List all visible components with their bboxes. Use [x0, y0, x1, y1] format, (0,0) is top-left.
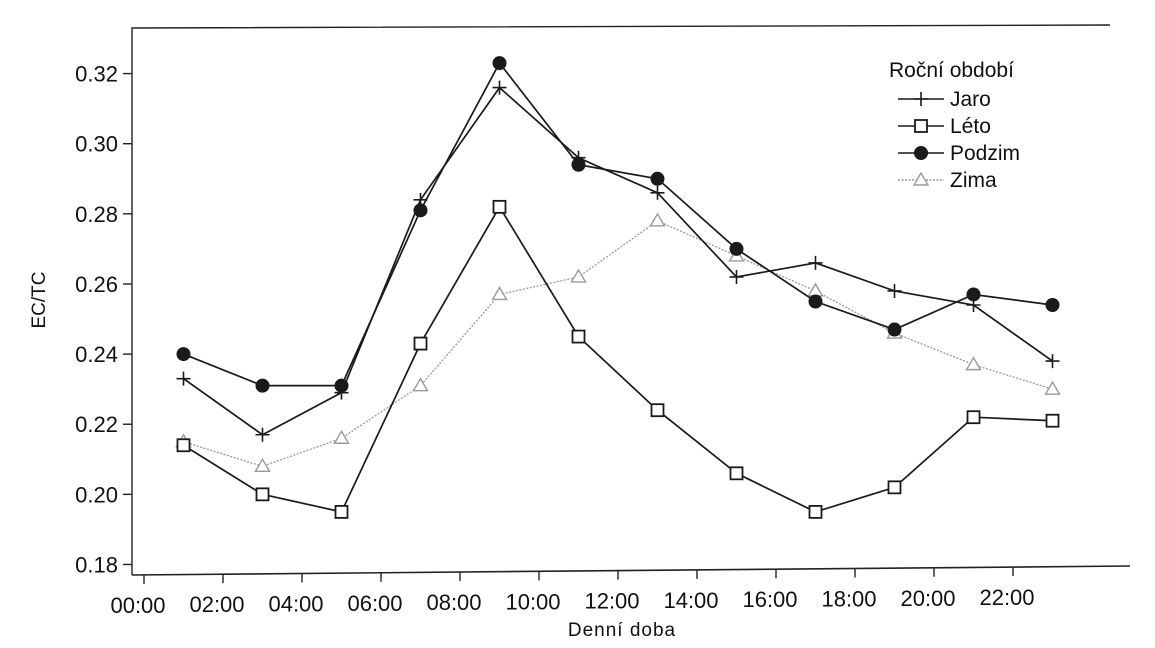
data-point-plus — [255, 427, 270, 442]
y-tick-label: 0.32 — [75, 62, 118, 87]
y-axis-title: EC/TC — [29, 272, 50, 329]
data-point-square — [176, 438, 191, 453]
legend: Roční období Jaro Léto Podzim Zima — [889, 59, 1020, 192]
legend-item-léto: Léto — [898, 115, 991, 138]
data-point-circle — [729, 241, 744, 256]
data-point-plus — [887, 283, 902, 298]
data-point-circle — [413, 203, 428, 218]
y-tick-label: 0.20 — [75, 482, 118, 507]
data-point-triangle — [333, 429, 350, 444]
data-point-triangle — [570, 268, 587, 283]
data-point-square — [255, 487, 270, 502]
data-point-plus — [914, 92, 928, 106]
data-point-square — [966, 410, 981, 425]
data-point-square — [808, 504, 823, 519]
legend-item-jaro: Jaro — [898, 88, 991, 111]
series-line — [183, 205, 1053, 513]
legend-item-zima: Zima — [898, 169, 997, 192]
y-tick-label: 0.30 — [75, 132, 118, 157]
y-tick-label: 0.22 — [75, 412, 118, 437]
x-tick-label: 00:00 — [110, 593, 165, 618]
data-point-triangle — [491, 286, 508, 301]
legend-label: Jaro — [950, 88, 991, 111]
legend-label: Zima — [950, 169, 997, 192]
data-point-triangle — [649, 212, 666, 227]
data-point-triangle — [912, 171, 930, 186]
y-tick-label: 0.28 — [75, 202, 118, 227]
data-point-circle — [492, 56, 507, 71]
x-axis-line — [131, 565, 1131, 576]
x-tick-label: 10:00 — [505, 589, 560, 614]
plot-frame — [131, 24, 1131, 576]
series-zima — [175, 212, 1061, 473]
series-line — [183, 61, 1053, 387]
x-tick-label: 14:00 — [663, 588, 718, 613]
x-tick-label: 20:00 — [900, 586, 955, 611]
data-point-plus — [729, 269, 744, 284]
data-point-triangle — [965, 356, 982, 371]
data-point-plus — [1045, 354, 1060, 369]
data-point-square — [413, 336, 428, 351]
x-tick-label: 02:00 — [189, 592, 244, 617]
series-line — [183, 220, 1053, 467]
data-point-plus — [808, 255, 823, 270]
x-tick-label: 12:00 — [584, 589, 639, 614]
data-point-triangle — [807, 282, 824, 297]
data-point-circle — [571, 157, 586, 172]
x-tick-label: 06:00 — [347, 591, 402, 616]
x-tick-label: 08:00 — [426, 590, 481, 615]
x-tick-label: 16:00 — [742, 587, 797, 612]
legend-title: Roční období — [889, 59, 1014, 82]
series-layer — [175, 56, 1061, 519]
data-point-square — [729, 466, 744, 481]
data-point-circle — [887, 322, 902, 337]
series-podzim — [176, 56, 1060, 393]
data-point-triangle — [1044, 380, 1061, 395]
data-point-square — [887, 480, 902, 495]
x-tick-label: 18:00 — [821, 586, 876, 611]
data-point-square — [650, 403, 665, 418]
data-point-triangle — [412, 377, 429, 392]
data-point-square — [492, 199, 507, 214]
data-point-square — [1045, 413, 1060, 428]
x-axis-title: Denní doba — [568, 620, 676, 641]
axes: EC/TC Denní doba 0.18 0.20 0.22 0.24 0.26 0.2… — [29, 62, 1035, 641]
y-tick-label: 0.26 — [75, 272, 118, 297]
x-tick-label: 04:00 — [268, 591, 323, 616]
data-point-circle — [650, 171, 665, 186]
plot-border — [131, 24, 1111, 575]
data-point-square — [914, 119, 928, 133]
data-point-circle — [1045, 298, 1060, 313]
data-point-circle — [255, 378, 270, 393]
y-tick-label: 0.24 — [75, 342, 118, 367]
series-line — [183, 86, 1053, 436]
data-point-plus — [650, 185, 665, 200]
data-point-square — [334, 504, 349, 519]
x-tick-label: 22:00 — [979, 585, 1034, 610]
series-léto — [176, 199, 1060, 519]
series-jaro — [176, 80, 1060, 442]
legend-label: Léto — [950, 115, 991, 138]
data-point-triangle — [254, 457, 271, 473]
data-point-circle — [176, 347, 191, 362]
data-point-circle — [966, 287, 981, 302]
legend-item-podzim: Podzim — [898, 142, 1020, 165]
legend-label: Podzim — [950, 142, 1020, 165]
data-point-circle — [914, 146, 928, 160]
data-point-plus — [176, 371, 191, 386]
data-point-circle — [334, 378, 349, 393]
data-point-circle — [808, 294, 823, 309]
y-tick-label: 0.18 — [75, 552, 118, 577]
data-point-square — [571, 329, 586, 344]
data-point-plus — [492, 80, 507, 95]
